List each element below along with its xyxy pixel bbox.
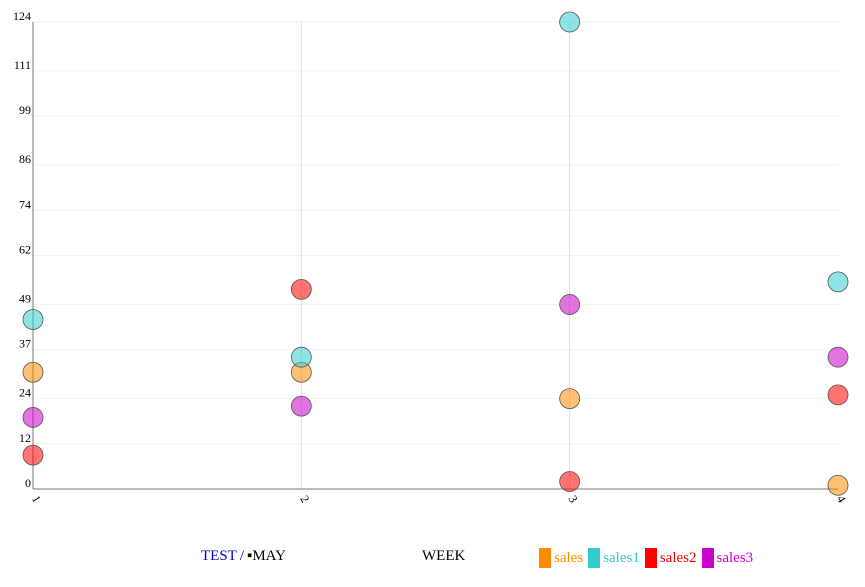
y-tick-label: 124 xyxy=(13,9,31,23)
x-tick-label: 1 xyxy=(29,493,44,505)
legend: sales sales1 sales2 sales3 xyxy=(539,548,758,568)
legend-item-sales[interactable]: sales xyxy=(539,548,583,568)
legend-item-sales3[interactable]: sales3 xyxy=(701,548,754,568)
legend-swatch xyxy=(539,548,551,568)
data-point-sales3 xyxy=(290,395,312,417)
data-point-sales3 xyxy=(22,407,44,428)
data-point-sales1 xyxy=(290,346,312,368)
data-point-sales2 xyxy=(827,384,849,406)
legend-swatch xyxy=(588,548,601,568)
legend-label: sales1 xyxy=(603,549,640,566)
y-tick-label: 12 xyxy=(19,431,31,445)
data-point-sales3 xyxy=(827,346,849,368)
y-tick-label: 0 xyxy=(25,476,31,490)
data-point-sales3 xyxy=(559,294,581,315)
data-point-sales xyxy=(827,474,849,496)
data-point-sales1 xyxy=(827,271,849,293)
legend-label: sales3 xyxy=(716,549,754,566)
y-tick-label: 37 xyxy=(19,337,31,351)
legend-item-sales2[interactable]: sales2 xyxy=(644,548,697,568)
breadcrumb-separator: / xyxy=(239,548,245,564)
legend-label: sales2 xyxy=(659,549,697,566)
y-tick-label: 99 xyxy=(19,103,31,117)
data-point-sales xyxy=(559,388,581,410)
data-point-sales1 xyxy=(22,309,44,330)
legend-swatch xyxy=(644,548,657,568)
y-tick-label: 86 xyxy=(19,152,31,166)
y-tick-label: 74 xyxy=(19,197,31,211)
data-point-sales1 xyxy=(559,11,581,33)
x-axis-title: WEEK xyxy=(422,548,466,564)
breadcrumb-test-link[interactable]: TEST xyxy=(201,548,237,564)
y-tick-label: 24 xyxy=(19,386,31,400)
y-tick-label: 49 xyxy=(19,291,31,305)
data-point-sales2 xyxy=(559,471,581,492)
legend-label: sales xyxy=(554,549,584,566)
legend-item-sales1[interactable]: sales1 xyxy=(588,548,640,568)
data-point-sales xyxy=(22,361,44,383)
x-tick-label: 2 xyxy=(297,493,312,505)
data-point-sales2 xyxy=(290,278,312,300)
legend-swatch xyxy=(701,548,714,568)
y-tick-label: 62 xyxy=(19,243,31,257)
breadcrumb: TEST / ▪MAY xyxy=(201,548,286,565)
y-tick-label: 111 xyxy=(14,58,31,72)
breadcrumb-current: ▪MAY xyxy=(247,548,286,564)
data-point-sales2 xyxy=(22,444,44,466)
chart-footer: TEST / ▪MAY WEEK sales sales1 sales2 sales3 xyxy=(0,548,865,572)
x-tick-label: 3 xyxy=(566,493,581,505)
